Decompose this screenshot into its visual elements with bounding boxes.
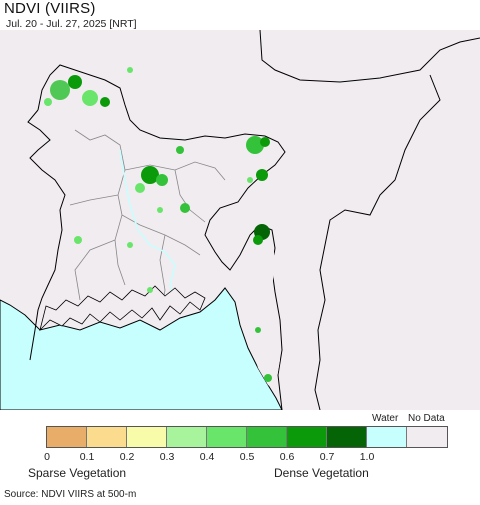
veg-north-1 [50,80,70,100]
veg-ne-4 [247,177,253,183]
veg-center-4 [176,146,184,154]
veg-se-2 [264,374,272,382]
india-myanmar-border [259,30,480,83]
veg-east-2 [253,235,263,245]
veg-center-2 [156,174,168,186]
veg-south-1 [147,287,153,293]
veg-west-1 [74,236,82,244]
legend-swatch-0-4-0-5 [207,427,247,447]
division-boundaries [69,129,226,321]
legend-tick-label: 0.7 [319,451,335,463]
veg-ne-3 [256,169,268,181]
veg-ne-2 [260,137,270,147]
map-title: NDVI (VIIRS) [4,0,96,17]
legend-tick-label: 0.2 [119,451,135,463]
veg-ne-1 [246,136,264,154]
myanmar-border [314,74,441,410]
chittagong-hills [242,230,280,390]
legend-swatch-0-0-1 [47,427,87,447]
legend-swatch-water [367,427,407,447]
veg-north-4 [100,97,110,107]
river [119,149,179,306]
veg-west-2 [127,242,133,248]
legend-swatch-0-5-0-6 [247,427,287,447]
legend-swatch-0-1-0-2 [87,427,127,447]
legend-water-label: Water [372,413,399,424]
legend: Water No Data 0 0.1 0.2 0.3 0.4 0.5 0.6 0.7 1.0 … [0,410,480,480]
legend-tick-label: 1.0 [359,451,375,463]
veg-north-6 [127,67,133,73]
legend-swatch-nodata [407,427,447,447]
legend-tick-label: 0.6 [279,451,295,463]
sundarbans-delta [39,285,206,332]
legend-nodata-label: No Data [408,413,445,424]
veg-north-3 [82,90,98,106]
legend-swatch-0-7-1-0 [327,427,367,447]
legend-tick-label: 0.3 [159,451,175,463]
legend-tick-label: 0 [44,451,50,463]
veg-center-3 [135,183,145,193]
veg-se-1 [255,327,261,333]
legend-colorbar [46,426,448,448]
legend-swatch-0-6-0-7 [287,427,327,447]
legend-tick-label: 0.5 [239,451,255,463]
legend-tick-label: 0.1 [79,451,95,463]
vegetation-patches [44,67,272,382]
source-note: Source: NDVI VIIRS at 500-m [4,489,137,500]
date-range: Jul. 20 - Jul. 27, 2025 [NRT] [6,18,137,30]
veg-center-1 [141,166,159,184]
legend-swatch-0-3-0-4 [167,427,207,447]
sparse-vegetation-label: Sparse Vegetation [28,466,127,480]
bay-of-bengal [0,287,283,410]
legend-tick-label: 0.4 [199,451,215,463]
veg-center-6 [157,207,163,213]
dense-vegetation-label: Dense Vegetation [274,466,369,480]
ndvi-map [0,30,480,410]
legend-swatch-0-2-0-3 [127,427,167,447]
veg-center-5 [180,203,190,213]
bangladesh-border [37,64,286,410]
west-border [27,109,66,361]
veg-north-5 [44,98,52,106]
veg-north-2 [68,75,82,89]
